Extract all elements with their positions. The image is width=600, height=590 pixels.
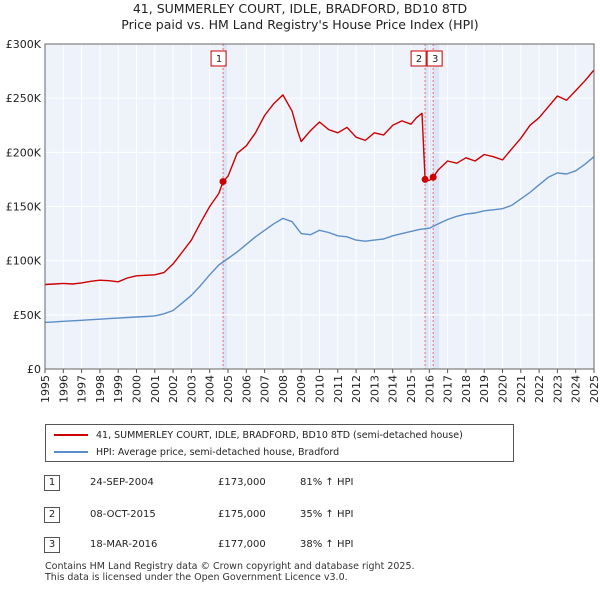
x-tick-label: 2006 [240, 375, 253, 403]
x-tick-label: 2014 [387, 375, 400, 403]
transaction-price: £177,000 [218, 539, 266, 550]
footer-line-copyright: Contains HM Land Registry data © Crown c… [45, 561, 415, 572]
x-tick-label: 2003 [185, 375, 198, 403]
legend-swatch-hpi [54, 451, 88, 453]
x-tick-label: 2010 [314, 375, 327, 403]
transaction-row: 2 08-OCT-2015 £175,000 35% ↑ HPI [0, 506, 600, 526]
sale-label-box [210, 50, 227, 67]
transaction-hpi: 38% ↑ HPI [300, 539, 354, 550]
x-tick-label: 2008 [277, 375, 290, 403]
x-tick-label: 2011 [332, 375, 345, 403]
legend-item-property: 41, SUMMERLEY COURT, IDLE, BRADFORD, BD1… [54, 427, 463, 443]
sale-label: 2 [416, 54, 422, 65]
x-tick-label: 2016 [423, 375, 436, 403]
x-tick-label: 2017 [442, 375, 455, 403]
x-tick-label: 2012 [350, 375, 363, 403]
transaction-price: £173,000 [218, 477, 266, 488]
transaction-row: 1 24-SEP-2004 £173,000 81% ↑ HPI [0, 474, 600, 494]
x-tick-label: 2018 [460, 375, 473, 403]
y-tick-label: £300K [6, 38, 42, 51]
x-tick-label: 2023 [551, 375, 564, 403]
legend-label-property: 41, SUMMERLEY COURT, IDLE, BRADFORD, BD1… [96, 429, 463, 441]
x-tick-label: 2001 [149, 375, 162, 403]
transaction-date: 18-MAR-2016 [90, 539, 158, 550]
transaction-number: 2 [44, 507, 60, 523]
x-tick-label: 2024 [570, 375, 583, 403]
sale-point [421, 175, 429, 183]
x-tick-label: 1995 [39, 375, 52, 403]
footer-attribution: Contains HM Land Registry data © Crown c… [45, 561, 415, 583]
x-tick-label: 2004 [204, 375, 217, 403]
x-tick-label: 2009 [295, 375, 308, 403]
chart-legend: 41, SUMMERLEY COURT, IDLE, BRADFORD, BD1… [45, 424, 514, 462]
x-tick-label: 2020 [497, 375, 510, 403]
transaction-number: 3 [44, 537, 60, 553]
x-tick-label: 2013 [368, 375, 381, 403]
x-tick-label: 1999 [112, 375, 125, 403]
transaction-hpi: 81% ↑ HPI [300, 477, 354, 488]
x-tick-label: 2019 [478, 375, 491, 403]
sale-point [219, 178, 227, 186]
x-tick-label: 2025 [588, 375, 600, 403]
y-tick-label: £200K [6, 146, 42, 159]
plot-frame [44, 43, 595, 370]
y-tick-label: £150K [6, 201, 42, 214]
x-tick-label: 1997 [76, 375, 89, 403]
chart-title: 41, SUMMERLEY COURT, IDLE, BRADFORD, BD1… [132, 1, 468, 16]
transaction-row: 3 18-MAR-2016 £177,000 38% ↑ HPI [0, 536, 600, 556]
x-tick-label: 2000 [131, 375, 144, 403]
legend-item-hpi: HPI: Average price, semi-detached house,… [54, 444, 339, 460]
y-tick-label: £250K [6, 92, 42, 105]
sale-label-box [426, 50, 443, 67]
x-tick-label: 2015 [405, 375, 418, 403]
y-tick-label: £50K [13, 309, 42, 322]
y-tick-label: £0 [27, 363, 41, 376]
transaction-hpi: 35% ↑ HPI [300, 509, 354, 520]
legend-label-hpi: HPI: Average price, semi-detached house,… [96, 446, 340, 458]
x-tick-label: 2002 [167, 375, 180, 403]
footer-line-licence: This data is licensed under the Open Gov… [45, 572, 348, 583]
transaction-date: 24-SEP-2004 [90, 477, 154, 488]
x-tick-label: 2005 [222, 375, 235, 403]
property-series-line [44, 69, 595, 286]
x-tick-label: 2022 [533, 375, 546, 403]
legend-swatch-property [54, 434, 88, 436]
x-tick-label: 1996 [57, 375, 70, 403]
x-tick-label: 1998 [94, 375, 107, 403]
price-chart: £0 £50K £100K £150K £200K £250K £300K 1995 1996 1… [6, 38, 600, 403]
sale-label: 3 [432, 54, 438, 65]
x-tick-label: 2007 [259, 375, 272, 403]
y-tick-label: £100K [6, 255, 42, 268]
transaction-price: £175,000 [218, 509, 266, 520]
x-tick-label: 2021 [515, 375, 528, 403]
sale-label-box [410, 50, 427, 67]
chart-subtitle: Price paid vs. HM Land Registry's House … [121, 17, 479, 32]
hpi-series-line [44, 156, 595, 324]
sale-label: 1 [216, 54, 222, 65]
sale-point [429, 173, 437, 181]
transaction-number: 1 [44, 475, 60, 491]
transaction-date: 08-OCT-2015 [90, 509, 156, 520]
